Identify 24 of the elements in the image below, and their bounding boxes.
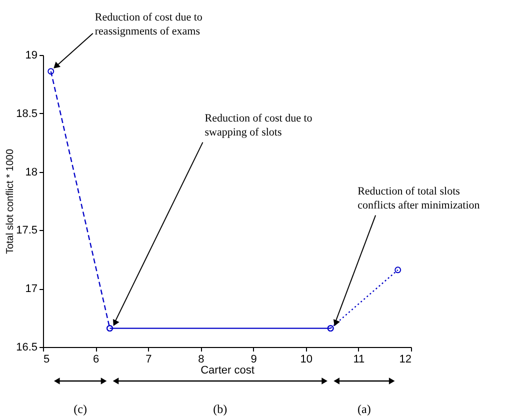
y-axis-title: Total slot conflict * 1000 [5, 148, 16, 254]
point [394, 266, 402, 274]
text: (b) [213, 402, 228, 416]
y-tick-label: 17.5 [16, 224, 38, 237]
annotation: Reduction of total slots conflicts after minimization [358, 185, 480, 212]
x-tick-label: 10 [300, 354, 312, 366]
y-tick-label: 18 [25, 166, 38, 178]
point [48, 68, 54, 75]
x-tick-label: 12 [399, 354, 412, 366]
x-tick-label: 6 [93, 354, 100, 366]
x-tick-label: 5 [44, 354, 50, 366]
annotation: Reduction of cost due to reassignments of exams [94, 11, 203, 38]
text: (c) [74, 402, 87, 416]
text: (a) [358, 402, 371, 416]
x-tick-label: 11 [353, 354, 365, 366]
y-tick-label: 19 [25, 50, 38, 62]
y-tick-label: 17 [25, 283, 38, 296]
x-axis-title: Carter cost [200, 364, 254, 376]
x-tick-label: 7 [146, 354, 152, 366]
y-tick-label: 18.5 [16, 108, 38, 120]
y-tick-label: 16.5 [16, 342, 38, 354]
annotation: Reduction of cost due to swapping of slots [204, 112, 313, 138]
x-tick-label: 8 [198, 354, 204, 366]
x-tick-label: 9 [250, 354, 257, 366]
